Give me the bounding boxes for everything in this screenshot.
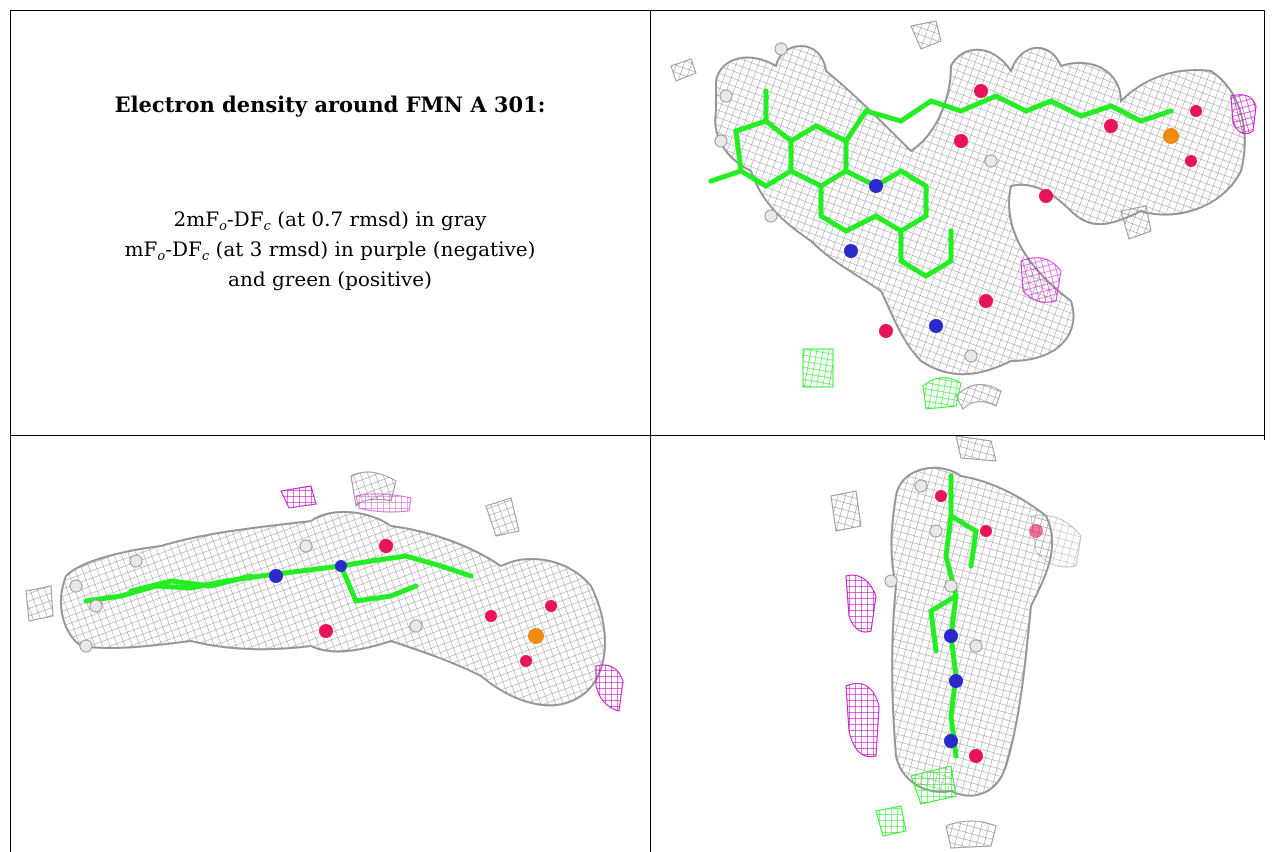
border-left	[10, 10, 11, 852]
border-row-divider	[10, 435, 1265, 436]
density-view-end-on-icon	[830, 436, 1082, 849]
density-view-edge-on-icon	[25, 471, 624, 712]
legend-line-purple: mFo-DFc (at 3 rmsd) in purple (negative)	[124, 237, 536, 264]
legend-line-green: and green (positive)	[228, 267, 432, 291]
caption-legend: 2mFo-DFc (at 0.7 rmsd) in gray mFo-DFc (…	[10, 204, 650, 294]
density-panel-edge-on	[11, 436, 650, 852]
density-view-face-on-icon	[670, 20, 1257, 410]
density-panel-face-on	[651, 11, 1264, 435]
caption-cell: Electron density around FMN A 301: 2mFo-…	[10, 10, 650, 435]
figure-table: Electron density around FMN A 301: 2mFo-…	[10, 10, 1265, 852]
border-right	[1264, 10, 1265, 440]
caption-title: Electron density around FMN A 301:	[114, 92, 546, 117]
border-top	[10, 10, 1265, 11]
legend-line-gray: 2mFo-DFc (at 0.7 rmsd) in gray	[173, 207, 487, 234]
density-panel-end-on	[651, 436, 1264, 852]
border-middle	[650, 10, 651, 852]
